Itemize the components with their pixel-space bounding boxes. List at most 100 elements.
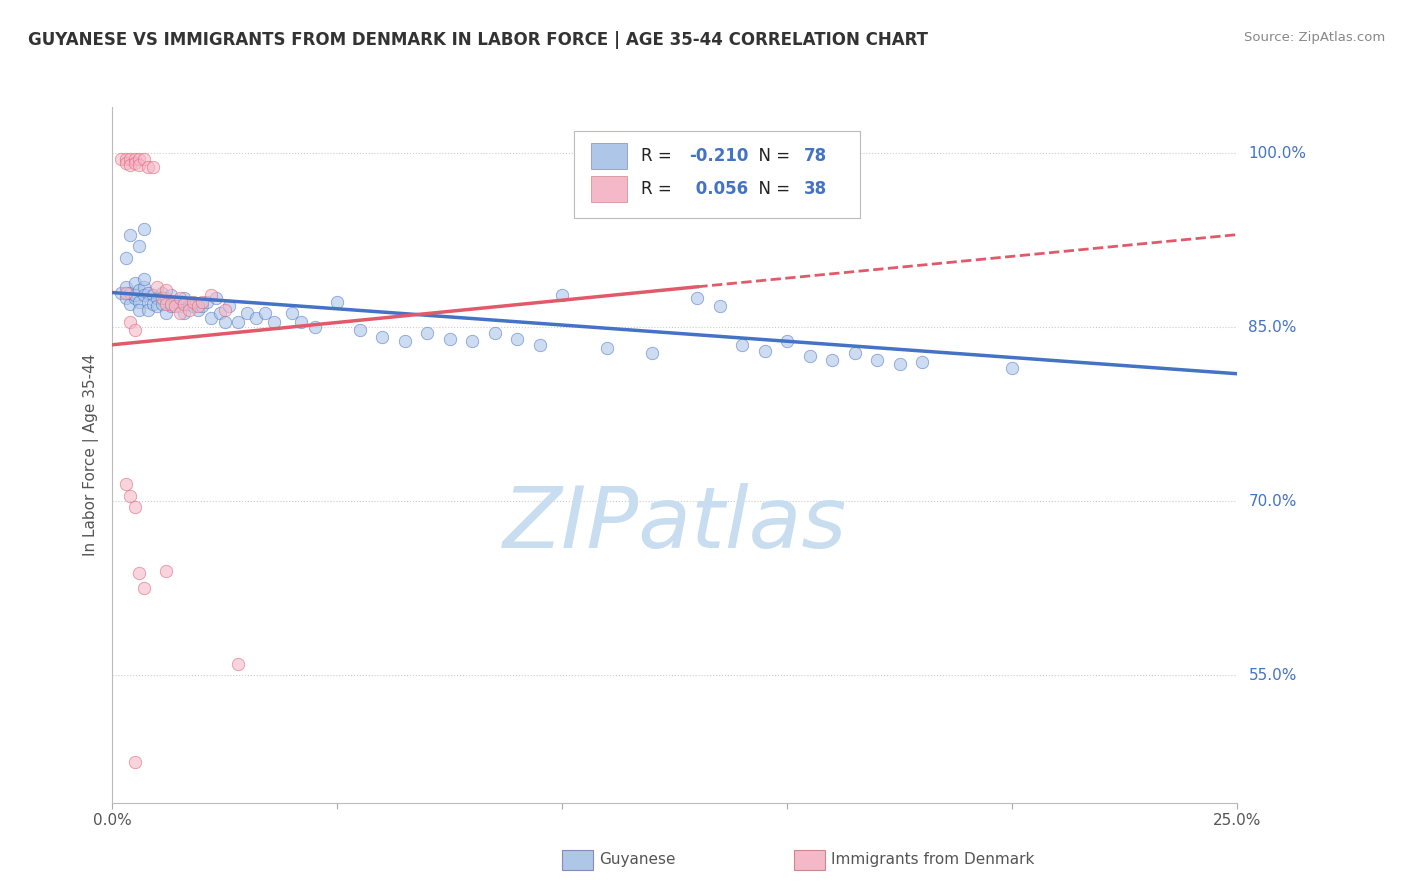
Point	[142, 297, 165, 311]
Point	[254, 306, 277, 320]
FancyBboxPatch shape	[574, 131, 860, 219]
Point	[155, 283, 177, 297]
Point	[132, 582, 155, 596]
Point	[110, 152, 132, 166]
Point	[160, 300, 183, 314]
Point	[191, 294, 214, 309]
Point	[191, 300, 214, 314]
Point	[146, 300, 169, 314]
Point	[124, 500, 146, 514]
Point	[183, 294, 205, 309]
Point	[169, 306, 191, 320]
Point	[731, 338, 754, 352]
Point	[155, 291, 177, 305]
Point	[205, 291, 228, 305]
Point	[596, 341, 619, 355]
Point	[187, 300, 209, 314]
FancyBboxPatch shape	[591, 176, 627, 202]
Point	[115, 251, 138, 265]
Text: 100.0%: 100.0%	[1249, 146, 1306, 161]
Point	[461, 334, 484, 349]
Point	[115, 280, 138, 294]
Point	[155, 306, 177, 320]
Point	[132, 271, 155, 285]
Point	[263, 315, 285, 329]
Point	[911, 355, 934, 369]
Point	[124, 291, 146, 305]
Point	[183, 300, 205, 314]
Point	[120, 158, 142, 172]
Point	[124, 755, 146, 769]
Point	[416, 326, 439, 341]
Point	[138, 285, 160, 300]
Text: 78: 78	[804, 147, 827, 165]
Text: R =: R =	[641, 147, 678, 165]
Text: 85.0%: 85.0%	[1249, 320, 1296, 334]
Point	[228, 315, 250, 329]
Point	[686, 291, 709, 305]
Point	[641, 346, 664, 360]
Point	[187, 303, 209, 318]
Point	[754, 343, 776, 358]
Point	[115, 155, 138, 169]
Point	[120, 285, 142, 300]
Point	[394, 334, 416, 349]
Point	[128, 239, 150, 253]
Point	[120, 152, 142, 166]
Point	[214, 315, 236, 329]
Point	[124, 152, 146, 166]
Point	[799, 350, 821, 364]
Text: -0.210: -0.210	[689, 147, 749, 165]
Point	[120, 297, 142, 311]
Point	[349, 323, 371, 337]
Point	[128, 566, 150, 581]
Text: Immigrants from Denmark: Immigrants from Denmark	[831, 853, 1035, 867]
Point	[200, 311, 222, 326]
Point	[709, 300, 731, 314]
Point	[120, 489, 142, 503]
Point	[128, 152, 150, 166]
Point	[200, 288, 222, 302]
Point	[124, 323, 146, 337]
Point	[165, 300, 187, 314]
Point	[160, 288, 183, 302]
Text: 70.0%: 70.0%	[1249, 494, 1296, 508]
Point	[138, 303, 160, 318]
Point	[128, 294, 150, 309]
Point	[169, 291, 191, 305]
Point	[218, 300, 240, 314]
Point	[195, 294, 218, 309]
Point	[128, 303, 150, 318]
Point	[439, 332, 461, 346]
Point	[1001, 361, 1024, 376]
Point	[173, 297, 195, 311]
Point	[115, 291, 138, 305]
Text: 55.0%: 55.0%	[1249, 668, 1296, 682]
Point	[110, 285, 132, 300]
Point	[866, 352, 889, 367]
Point	[150, 285, 173, 300]
Y-axis label: In Labor Force | Age 35-44: In Labor Force | Age 35-44	[83, 354, 98, 556]
Point	[146, 280, 169, 294]
Point	[115, 285, 138, 300]
Point	[120, 227, 142, 242]
Point	[150, 297, 173, 311]
Point	[142, 288, 165, 302]
Point	[169, 300, 191, 314]
Point	[484, 326, 506, 341]
Point	[506, 332, 529, 346]
Point	[844, 346, 866, 360]
Point	[124, 277, 146, 291]
Point	[214, 303, 236, 318]
Point	[128, 283, 150, 297]
Point	[115, 152, 138, 166]
Point	[160, 297, 183, 311]
Text: N =: N =	[748, 147, 796, 165]
Point	[128, 158, 150, 172]
Text: Source: ZipAtlas.com: Source: ZipAtlas.com	[1244, 31, 1385, 45]
Point	[776, 334, 799, 349]
Point	[371, 329, 394, 343]
Text: GUYANESE VS IMMIGRANTS FROM DENMARK IN LABOR FORCE | AGE 35-44 CORRELATION CHART: GUYANESE VS IMMIGRANTS FROM DENMARK IN L…	[28, 31, 928, 49]
Text: ZIPatlas: ZIPatlas	[503, 483, 846, 566]
Text: 0.056: 0.056	[689, 180, 748, 198]
